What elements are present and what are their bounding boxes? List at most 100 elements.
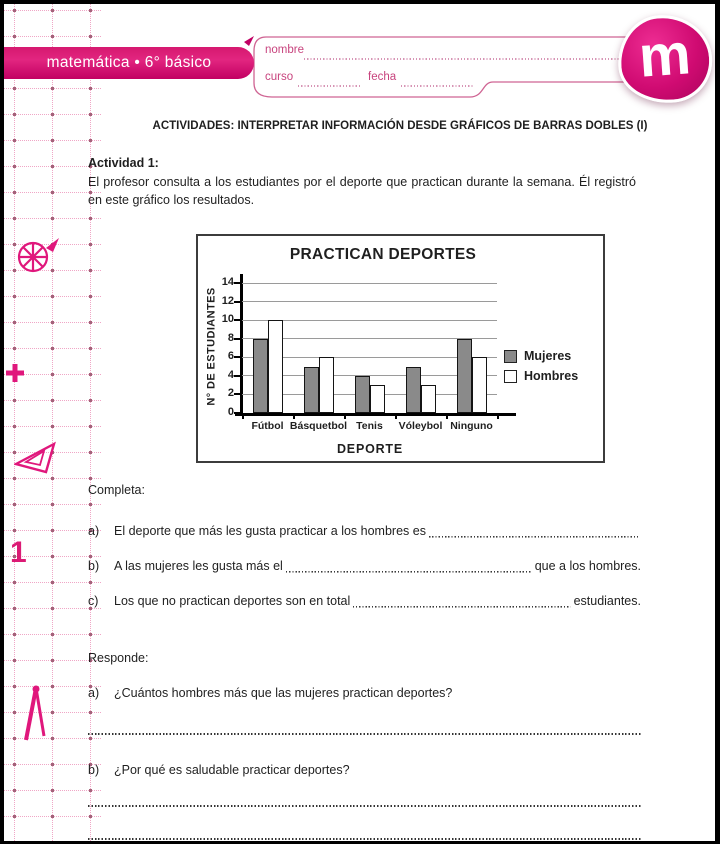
- x-axis-line: [235, 413, 516, 416]
- responde-item-b: b) ¿Por qué es saludable practicar depor…: [88, 763, 641, 777]
- margin-grid-dot: [89, 425, 92, 428]
- bar-hombres-tenis: [369, 385, 385, 413]
- margin-grid-dot: [51, 113, 54, 116]
- margin-grid-dot: [51, 399, 54, 402]
- margin-grid-dot: [51, 737, 54, 740]
- box-arrow-icon: [244, 36, 254, 46]
- margin-grid-dot: [51, 35, 54, 38]
- item-letter: a): [88, 686, 100, 700]
- bar-mujeres-vóleybol: [405, 366, 421, 413]
- bar-hombres-ninguno: [471, 357, 487, 413]
- margin-grid-dot: [13, 633, 16, 636]
- margin-grid-dot: [13, 347, 16, 350]
- margin-grid-dot: [51, 815, 54, 818]
- margin-grid-dot: [13, 711, 16, 714]
- margin-grid-dot: [51, 87, 54, 90]
- legend-swatch-mujeres: [504, 349, 517, 363]
- margin-grid-dot: [89, 87, 92, 90]
- margin-page-number: 1: [10, 536, 27, 569]
- page-title: ACTIVIDADES: INTERPRETAR INFORMACIÓN DES…: [152, 120, 648, 132]
- y-axis-tick-label: 0: [227, 406, 234, 418]
- y-axis-tick-mark: [234, 393, 240, 396]
- margin-grid-dot: [89, 607, 92, 610]
- margin-grid-dot: [89, 295, 92, 298]
- course-label: curso: [265, 71, 294, 83]
- x-axis-category-label: Vóleybol: [398, 420, 443, 432]
- fill-in-blank[interactable]: [428, 526, 638, 538]
- margin-grid-dot: [13, 737, 16, 740]
- margin-grid-dot: [89, 451, 92, 454]
- answer-line[interactable]: [88, 733, 641, 735]
- brand-logo-letter: m: [636, 20, 693, 90]
- margin-grid-dot: [13, 217, 16, 220]
- margin-grid-dot: [89, 737, 92, 740]
- margin-grid-dot: [51, 711, 54, 714]
- margin-grid-dot: [89, 503, 92, 506]
- margin-grid-dot: [51, 763, 54, 766]
- margin-grid-dot: [51, 217, 54, 220]
- answer-line[interactable]: [88, 805, 641, 807]
- name-field[interactable]: [304, 58, 620, 60]
- margin-grid-dot: [13, 321, 16, 324]
- legend-item-mujeres: Mujeres: [504, 346, 578, 366]
- margin-grid-dot: [13, 399, 16, 402]
- margin-grid-dot: [89, 321, 92, 324]
- margin-grid-dot: [13, 269, 16, 272]
- plot-area: [242, 282, 497, 413]
- bar-mujeres-básquetbol: [303, 366, 319, 413]
- item-text: A las mujeres les gusta más el: [114, 559, 283, 573]
- y-axis-tick-label: 14: [221, 276, 234, 288]
- margin-grid-dot: [13, 607, 16, 610]
- margin-grid-dot: [89, 555, 92, 558]
- legend-label-mujeres: Mujeres: [524, 349, 572, 363]
- margin-grid-dot: [13, 451, 16, 454]
- y-axis-tick-mark: [234, 337, 240, 340]
- item-text: El deporte que más les gusta practicar a…: [114, 524, 426, 538]
- chart-x-axis-label: DEPORTE: [336, 442, 404, 456]
- course-field[interactable]: [298, 85, 362, 87]
- margin-grid-dot: [13, 555, 16, 558]
- margin-grid-dot: [89, 399, 92, 402]
- completa-item-c: c) Los que no practican deportes son en …: [88, 594, 641, 608]
- margin-grid-dot: [89, 191, 92, 194]
- margin-grid-dot: [13, 659, 16, 662]
- date-field[interactable]: [401, 85, 473, 87]
- gridline: [242, 356, 497, 358]
- x-axis-tick-mark: [446, 413, 448, 419]
- margin-grid-dot: [89, 581, 92, 584]
- margin-grid-dot: [89, 347, 92, 350]
- item-text: ¿Cuántos hombres más que las mujeres pra…: [114, 686, 453, 700]
- completa-item-b: b) A las mujeres les gusta más el que a …: [88, 559, 641, 573]
- margin-grid-dot: [51, 191, 54, 194]
- legend-item-hombres: Hombres: [504, 366, 578, 386]
- gridline: [242, 319, 497, 321]
- item-suffix: estudiantes.: [573, 594, 641, 608]
- margin-grid-line: [14, 4, 15, 841]
- name-label: nombre: [265, 44, 304, 56]
- y-axis-tick-mark: [234, 300, 240, 303]
- margin-grid-dot: [51, 503, 54, 506]
- answer-line[interactable]: [88, 838, 641, 840]
- x-axis-tick-mark: [293, 413, 295, 419]
- margin-grid-dot: [89, 815, 92, 818]
- set-square-icon: [14, 441, 56, 474]
- margin-grid-dot: [13, 789, 16, 792]
- gridline: [242, 338, 497, 340]
- margin-grid-dot: [51, 659, 54, 662]
- y-axis-tick-label: 8: [227, 331, 234, 344]
- margin-grid-dot: [51, 581, 54, 584]
- fill-in-blank[interactable]: [353, 596, 571, 608]
- x-axis-tick-mark: [242, 413, 244, 419]
- margin-grid-dot: [89, 113, 92, 116]
- margin-grid-dot: [13, 503, 16, 506]
- margin-grid-dot: [13, 425, 16, 428]
- y-axis-tick-mark: [234, 374, 240, 377]
- margin-grid-dot: [89, 165, 92, 168]
- compass-icon: [24, 685, 46, 741]
- fill-in-blank[interactable]: [285, 561, 532, 573]
- margin-grid-dot: [89, 789, 92, 792]
- margin-grid-dot: [89, 217, 92, 220]
- plus-icon: [6, 364, 24, 382]
- item-text: Los que no practican deportes son en tot…: [114, 594, 351, 608]
